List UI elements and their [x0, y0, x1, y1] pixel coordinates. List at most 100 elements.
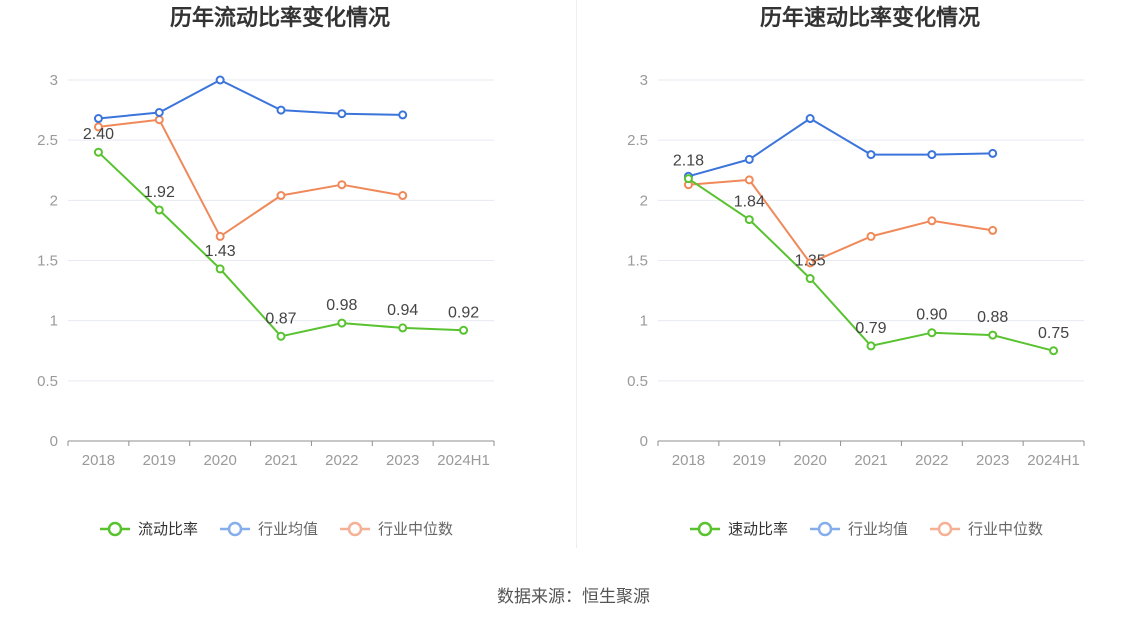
series-1: [683, 114, 998, 181]
data-label: 0.79: [855, 320, 886, 337]
legend-circle-icon: [817, 521, 833, 537]
legend-item[interactable]: 行业均值: [220, 521, 318, 538]
series-0: [683, 174, 1059, 356]
data-point: [215, 231, 225, 241]
x-tick-label: 2024H1: [1027, 452, 1080, 469]
y-tick-label: 1: [50, 313, 58, 330]
data-point: [93, 147, 103, 157]
data-point: [154, 205, 164, 215]
series-line: [688, 117, 993, 178]
data-label: 0.88: [977, 309, 1008, 326]
chart-divider: [576, 0, 577, 548]
data-label: 0.94: [387, 302, 418, 319]
y-tick-label: 3: [640, 72, 648, 89]
data-source-note: 数据来源：恒生聚源: [497, 587, 650, 606]
legend-circle-icon: [697, 521, 713, 537]
data-point: [927, 150, 937, 160]
y-tick-label: 2: [50, 192, 58, 209]
y-tick-label: 1.5: [627, 253, 648, 270]
data-point: [1049, 346, 1059, 356]
legend-item[interactable]: 速动比率: [690, 521, 788, 538]
y-tick-label: 2: [640, 192, 648, 209]
legend-label: 速动比率: [728, 521, 788, 538]
legend-circle-icon: [107, 521, 123, 537]
data-label: 1.92: [144, 184, 175, 201]
chart-title: 历年速动比率变化情况: [760, 5, 980, 30]
grid: [68, 79, 494, 382]
data-point: [683, 174, 693, 184]
data-point: [744, 215, 754, 225]
data-point: [988, 225, 998, 235]
data-point: [459, 325, 469, 335]
data-point: [337, 180, 347, 190]
data-label: 0.98: [326, 297, 357, 314]
data-point: [744, 175, 754, 185]
series-line: [98, 79, 403, 120]
data-point: [93, 114, 103, 124]
legend-label: 行业均值: [258, 521, 318, 538]
legend-circle-icon: [937, 521, 953, 537]
data-labels: 2.40 1.92 1.43 0.87 0.98 0.94 0.92: [83, 126, 479, 327]
series-line: [98, 118, 403, 238]
legend-item[interactable]: 行业均值: [810, 521, 908, 538]
x-tick-label: 2020: [203, 452, 236, 469]
data-point: [988, 148, 998, 158]
data-label: 2.40: [83, 126, 114, 143]
data-point: [866, 150, 876, 160]
data-label: 1.35: [795, 253, 826, 270]
legend-circle-icon: [227, 521, 243, 537]
data-label: 0.90: [916, 307, 947, 324]
legend-item[interactable]: 流动比率: [100, 521, 198, 538]
data-point: [276, 191, 286, 201]
data-point: [215, 264, 225, 274]
x-tick-label: 2024H1: [437, 452, 490, 469]
series-2: [93, 115, 408, 241]
data-point: [866, 231, 876, 241]
x-tick-label: 2019: [733, 452, 766, 469]
data-label: 0.75: [1038, 325, 1069, 342]
y-tick-label: 3: [50, 72, 58, 89]
chart-title: 历年流动比率变化情况: [170, 5, 390, 30]
y-tick-label: 0.5: [627, 373, 648, 390]
legend: 速动比率 行业均值 行业中位数: [690, 521, 1043, 538]
x-tick-label: 2018: [672, 452, 705, 469]
data-point: [398, 110, 408, 120]
data-point: [805, 258, 815, 268]
data-point: [154, 107, 164, 117]
legend-label: 行业中位数: [968, 521, 1043, 538]
data-labels: 2.18 1.84 1.35 0.79 0.90 0.88 0.75: [673, 153, 1069, 342]
x-tick-label: 2021: [854, 452, 887, 469]
data-point: [805, 114, 815, 124]
data-point: [276, 105, 286, 115]
series-2: [683, 175, 998, 268]
legend-label: 流动比率: [138, 521, 198, 538]
data-point: [927, 328, 937, 338]
grid: [658, 79, 1084, 382]
data-point: [988, 330, 998, 340]
y-tick-label: 2.5: [627, 132, 648, 149]
data-point: [154, 115, 164, 125]
data-label: 0.92: [448, 304, 479, 321]
series-1: [93, 75, 408, 124]
y-tick-label: 1.5: [37, 253, 58, 270]
y-tick-label: 0: [640, 433, 648, 450]
data-point: [866, 341, 876, 351]
series-0: [93, 147, 469, 341]
data-point: [398, 191, 408, 201]
x-tick-label: 2021: [264, 452, 297, 469]
data-point: [337, 318, 347, 328]
legend-label: 行业均值: [848, 521, 908, 538]
series-line: [688, 178, 993, 264]
current-ratio-chart: 历年流动比率变化情况 0 0.5 1 1.5 2 2.5 3 2018 2019 2020 2021…: [37, 5, 495, 538]
x-tick-label: 2022: [325, 452, 358, 469]
data-point: [276, 331, 286, 341]
quick-ratio-chart: 历年速动比率变化情况 0 0.5 1 1.5 2 2.5 3 2018 2019 2020 2021…: [627, 5, 1085, 538]
legend-item[interactable]: 行业中位数: [930, 521, 1043, 538]
data-label: 1.43: [205, 243, 236, 260]
legend-item[interactable]: 行业中位数: [340, 521, 453, 538]
x-tick-label: 2019: [143, 452, 176, 469]
x-tick-label: 2023: [976, 452, 1009, 469]
x-tick-label: 2022: [915, 452, 948, 469]
data-point: [744, 154, 754, 164]
data-label: 2.18: [673, 153, 704, 170]
